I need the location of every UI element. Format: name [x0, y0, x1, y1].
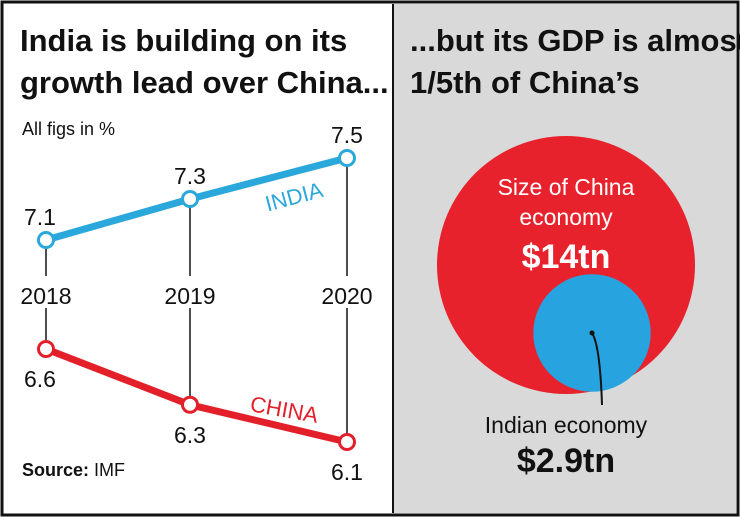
- india-value: $2.9tn: [517, 442, 615, 480]
- china-label-line-2: economy: [519, 204, 613, 230]
- india-value-label: 7.1: [24, 204, 56, 230]
- units-note: All figs in %: [22, 119, 115, 139]
- right-title-line-1: ...but its GDP is almost: [410, 23, 740, 58]
- india-point: [338, 149, 356, 167]
- china-value: $14tn: [522, 238, 611, 276]
- left-title-line-2: growth lead over China...: [20, 65, 389, 100]
- series-points: [37, 149, 356, 451]
- right-title-line-2: 1/5th of China’s: [410, 65, 640, 100]
- china-value-label: 6.6: [24, 366, 56, 392]
- china-point: [338, 433, 356, 451]
- value-labels: 7.1 7.3 7.5 6.6 6.3 6.1: [24, 122, 363, 485]
- year-labels: 2018 2019 2020: [20, 283, 372, 309]
- india-point: [37, 231, 55, 249]
- year-label: 2018: [20, 283, 71, 309]
- china-point: [37, 340, 55, 358]
- source-line: Source: IMF: [22, 460, 125, 480]
- india-point: [181, 190, 199, 208]
- source-label: Source:: [22, 460, 89, 480]
- china-point: [181, 395, 199, 414]
- china-value-label: 6.3: [174, 422, 206, 448]
- source-value: IMF: [94, 460, 125, 480]
- china-label-line-1: Size of China: [498, 174, 635, 200]
- india-value-label: 7.5: [331, 122, 363, 148]
- india-label: Indian economy: [485, 412, 648, 438]
- year-label: 2019: [164, 283, 215, 309]
- left-title-line-1: India is building on its: [20, 23, 347, 58]
- india-pointer-dot: [589, 330, 595, 336]
- year-label: 2020: [321, 283, 372, 309]
- india-pointer-line: [591, 332, 603, 406]
- india-value-label: 7.3: [174, 163, 206, 189]
- china-value-label: 6.1: [331, 459, 363, 485]
